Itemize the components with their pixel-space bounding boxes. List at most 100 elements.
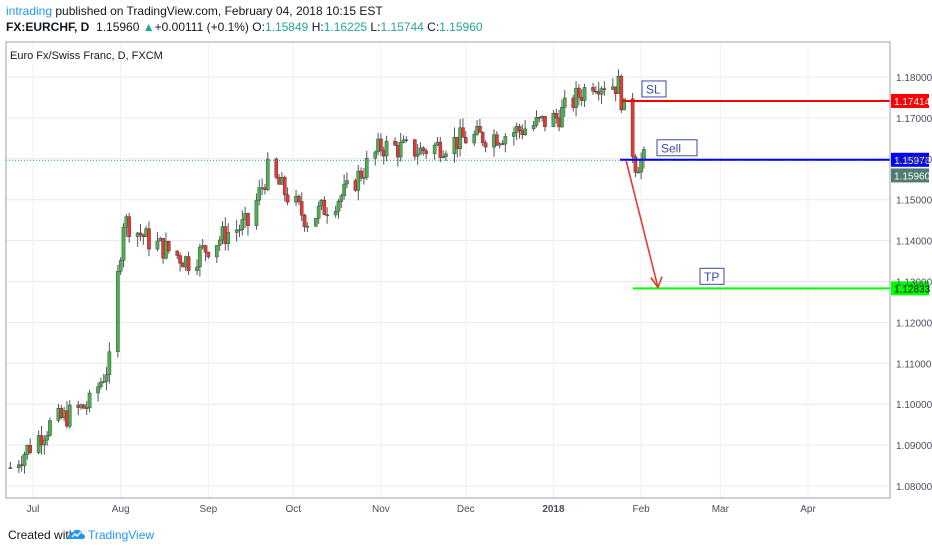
y-tick-label: 1.17000 [896,114,932,125]
candle-body [362,177,366,179]
open-label: O: [252,20,265,34]
candle-body [458,127,462,150]
tradingview-brand[interactable]: TradingView [88,528,155,542]
x-tick-label: Nov [372,504,390,515]
tp-label-box[interactable] [699,267,725,285]
candle-body [333,211,338,216]
candle-body [22,454,27,466]
candle-body [282,177,287,196]
candle-body [379,138,383,151]
y-tick-label: 1.09000 [896,441,932,452]
sl-price-tag [891,93,929,108]
candle-body [517,126,522,131]
sl-label: SL [646,82,661,96]
close-value: 1.15960 [439,20,483,34]
publish-line: intrading published on TradingView.com, … [6,4,383,18]
candle-body [630,98,635,157]
chart-area[interactable]: SL 1.17414 Sell 1.15976 TP 1.12833 1.15960 1.1… [0,38,932,516]
price-chart[interactable]: SL 1.17414 Sell 1.15976 TP 1.12833 1.15960 1.1… [0,38,932,516]
symbol-label[interactable]: FX:EURCHF, D [6,20,90,34]
arrowhead-icon [650,276,663,289]
candle-body [438,141,443,158]
published-text: published on TradingView.com, February 0… [52,4,383,18]
last-price-tag-text: 1.15960 [894,171,931,182]
created-with-text: Created with [8,528,76,542]
candle-body [8,467,13,469]
candle-body [424,150,428,154]
candle-body [299,201,304,216]
candle-body [48,420,52,436]
candle-body [325,214,329,216]
candle-body [155,240,160,250]
candle-body [373,151,378,159]
x-tick-label: Oct [285,504,301,515]
candle-body [398,142,403,158]
candle-body [554,113,559,119]
candle-body [364,157,369,178]
candle-body [297,195,301,202]
candle-body [636,171,641,174]
footer: Created with TradingView [0,520,932,550]
candle-body [551,113,556,128]
sl-label-box[interactable] [641,80,667,98]
candle-body [237,229,242,232]
x-tick-label: Sep [199,504,217,515]
tp-price-text: 1.12833 [894,284,931,295]
candle-body [101,381,106,383]
candle-body [639,159,643,173]
open-value: 1.15849 [264,20,309,34]
candle-body [28,445,32,453]
candle-body [404,139,409,141]
candle-body [234,229,239,233]
candle-body [495,134,499,146]
sell-label: Sell [661,141,681,155]
candle-body [82,404,86,409]
candle-body [195,266,199,271]
candle-body [339,195,344,202]
candle-body [121,226,126,261]
x-tick-label: 2018 [542,504,565,515]
candle-body [359,170,363,179]
candle-body [591,87,595,92]
candle-body [316,205,321,219]
candle-body [206,252,211,258]
candle-body [274,158,279,178]
candle-body [138,232,143,236]
candle-body [415,153,420,157]
y-tick-label: 1.13000 [896,278,932,289]
candle-body [461,127,465,138]
close-label: C: [427,20,440,34]
candle-body [543,115,547,128]
candle-body [314,217,318,227]
x-tick-label: Jul [27,504,40,515]
candle-body [175,250,180,256]
candle-body [345,180,349,185]
candle-body [42,439,47,446]
candle-body [577,87,581,98]
candle-body [215,245,219,258]
chart-title: Euro Fx/Swiss Franc, D, FXCM [10,50,163,62]
candle-body [483,142,488,148]
x-tick-label: Aug [112,504,130,515]
candle-body [285,194,290,203]
y-tick-label: 1.11000 [896,359,932,370]
y-tick-label: 1.08000 [896,482,932,493]
candle-body [642,149,646,160]
sell-label-box[interactable] [656,139,698,157]
candle-body [512,132,516,137]
candle-body [226,232,230,244]
candle-body [322,199,327,215]
y-tick-label: 1.14000 [896,237,932,248]
candle-body [421,147,426,151]
candle-body [96,386,100,394]
y-tick-label: 1.16000 [896,155,932,166]
candle-body [599,88,604,95]
candle-body [401,139,406,143]
candle-body [198,246,202,268]
candle-body [305,226,310,228]
candle-body [107,351,112,375]
author-link[interactable]: intrading [6,4,53,18]
candle-body [342,183,346,197]
chart-header: intrading published on TradingView.com, … [0,0,932,38]
candle-body [118,260,123,272]
